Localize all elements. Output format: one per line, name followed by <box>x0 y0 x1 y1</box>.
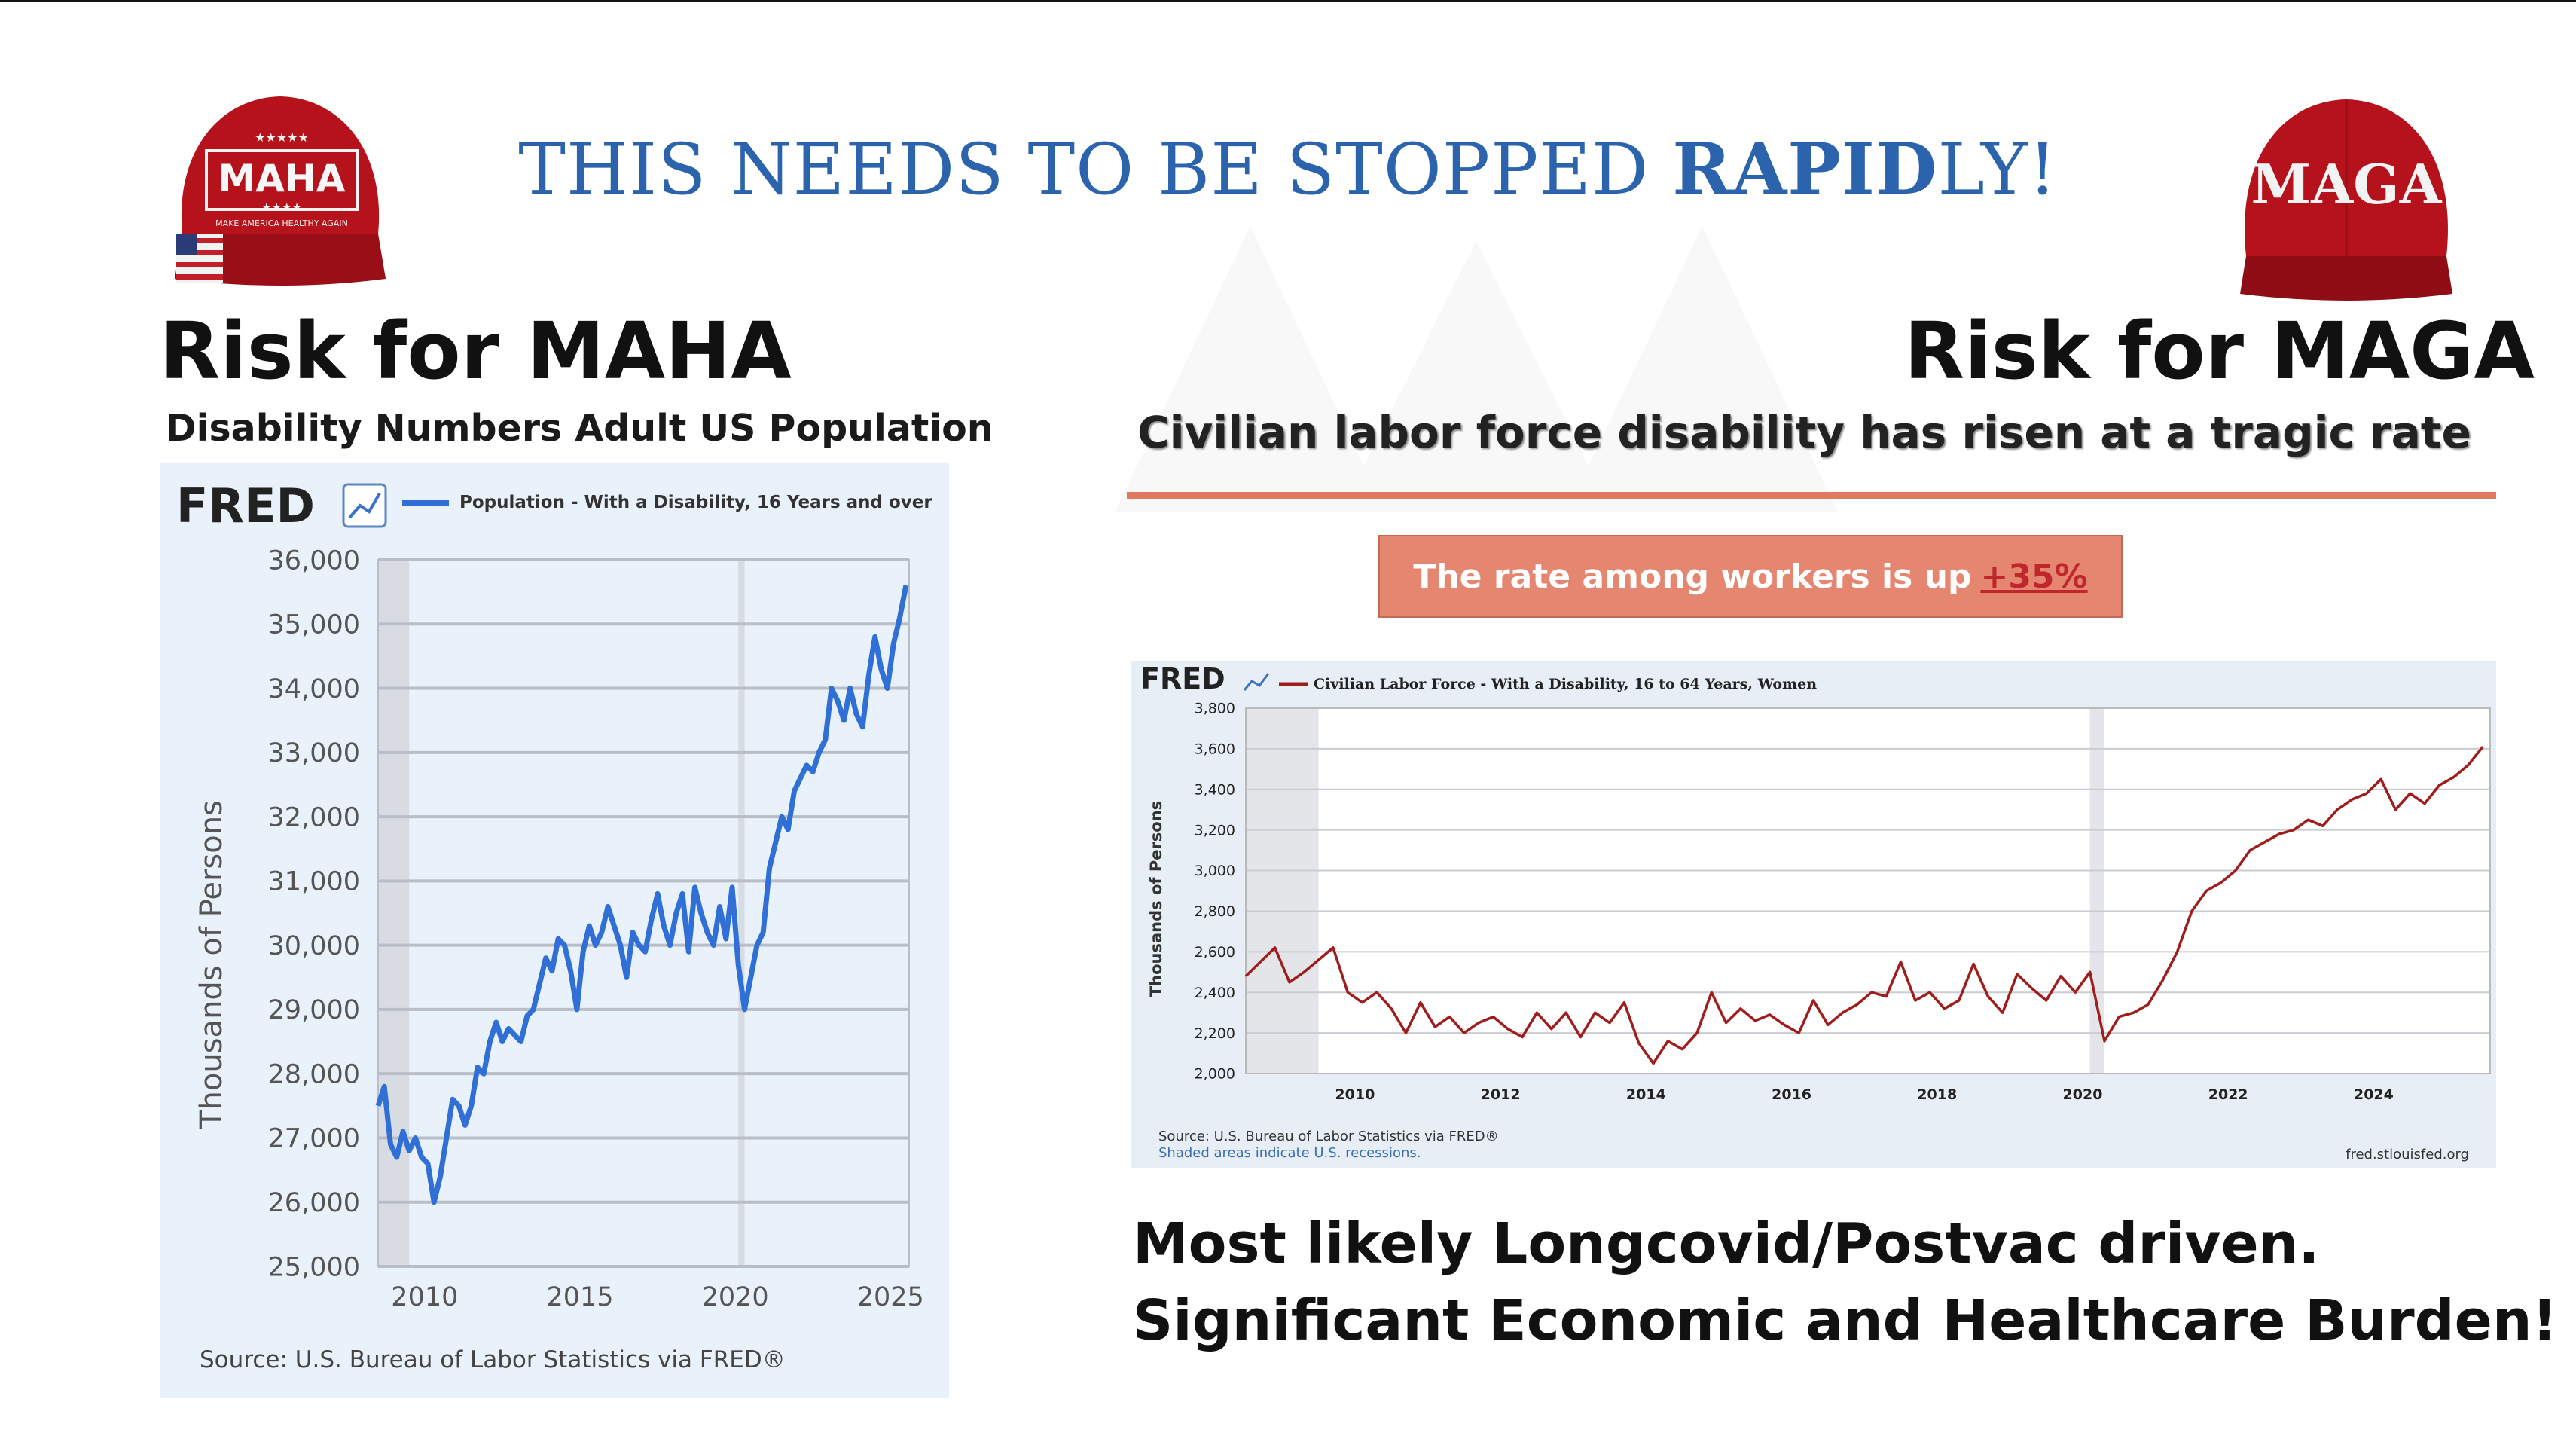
recession-note: Shaded areas indicate U.S. recessions. <box>1158 1145 1421 1161</box>
y-tick-label: 25,000 <box>268 1252 360 1282</box>
maha-subheading: Disability Numbers Adult US Population <box>166 407 993 450</box>
banner-suffix: LY! <box>1937 129 2058 211</box>
x-tick-label: 2018 <box>1917 1086 1957 1103</box>
recession-band <box>1246 708 1319 1074</box>
background-watermark <box>1115 196 2019 512</box>
y-tick-label: 3,600 <box>1195 741 1235 758</box>
risk-maha-heading: Risk for MAHA <box>160 305 792 397</box>
legend-label: Civilian Labor Force - With a Disability… <box>1314 676 1817 692</box>
banner-prefix: THIS NEEDS TO BE STOPPED <box>518 129 1673 211</box>
x-tick-label: 2020 <box>2063 1086 2103 1103</box>
y-tick-label: 31,000 <box>268 867 360 897</box>
legend-label: Population - With a Disability, 16 Years… <box>459 493 932 512</box>
recession-band <box>378 560 410 1266</box>
fred-logo-icon <box>1243 673 1270 691</box>
maga-cap-text: MAGA <box>2251 152 2443 216</box>
fred-logo-icon <box>342 483 387 528</box>
rate-callout-value: +35% <box>1980 557 2088 596</box>
risk-maga-heading: Risk for MAGA <box>1904 305 2535 397</box>
y-tick-label: 2,400 <box>1195 985 1235 1001</box>
data-series-line <box>375 585 909 1205</box>
top-border <box>0 0 2576 2</box>
fred-logo-text: FRED <box>176 478 315 533</box>
section-rule <box>1127 492 2496 499</box>
maha-cap-subtext: MAKE AMERICA HEALTHY AGAIN <box>215 218 348 228</box>
svg-text:★★★★★: ★★★★★ <box>255 130 309 145</box>
x-tick-label: 2014 <box>1626 1086 1666 1103</box>
source-note: Source: U.S. Bureau of Labor Statistics … <box>200 1346 786 1373</box>
plot-frame <box>1245 707 2491 1074</box>
fred-logo-text: FRED <box>1140 662 1225 695</box>
data-series-line <box>1244 746 2484 1065</box>
fred-site: fred.stlouisfed.org <box>2346 1147 2469 1162</box>
maha-cap-image: ★★★★★ MAHA ★★★★ MAKE AMERICA HEALTHY AGA… <box>175 96 386 286</box>
y-tick-label: 2,000 <box>1195 1066 1235 1083</box>
y-tick-label: 3,000 <box>1195 863 1235 879</box>
maha-cap-text: MAHA <box>218 157 346 200</box>
rate-callout: The rate among workers is up +35% <box>1378 535 2123 618</box>
y-tick-label: 30,000 <box>268 931 360 961</box>
y-tick-label: 28,000 <box>268 1059 360 1089</box>
y-tick-label: 29,000 <box>268 995 360 1025</box>
x-tick-label: 2016 <box>1772 1086 1811 1103</box>
svg-text:★★★★: ★★★★ <box>261 200 302 214</box>
y-tick-label: 34,000 <box>268 674 360 704</box>
y-tick-label: 2,200 <box>1195 1025 1235 1042</box>
y-axis-label: Thousands of Persons <box>1147 801 1165 997</box>
y-axis-label: Thousands of Persons <box>194 800 229 1129</box>
takeaway-text: Most likely Longcovid/Postvac driven. Si… <box>1133 1205 2557 1359</box>
banner-emphasis: RAPID <box>1672 128 1938 211</box>
banner-title: THIS NEEDS TO BE STOPPED RAPIDLY! <box>422 128 2154 211</box>
maga-cap-image: MAGA <box>2240 99 2452 301</box>
y-tick-label: 3,200 <box>1195 822 1235 839</box>
takeaway-line-2: Significant Economic and Healthcare Burd… <box>1133 1288 2558 1353</box>
plot-frame <box>377 559 910 1267</box>
chart-labor-force-disability: FRED Civilian Labor Force - With a Disab… <box>1131 661 2496 1168</box>
source-note: Source: U.S. Bureau of Labor Statistics … <box>1158 1129 1499 1144</box>
y-tick-label: 2,600 <box>1195 944 1235 961</box>
x-tick-label: 2022 <box>2208 1086 2248 1103</box>
chart-disability-population: FRED Population - With a Disability, 16 … <box>160 463 949 1398</box>
x-tick-label: 2024 <box>2354 1086 2394 1103</box>
recession-band <box>738 560 745 1266</box>
rate-callout-text: The rate among workers is up <box>1413 557 1972 596</box>
x-tick-label: 2010 <box>1335 1086 1375 1103</box>
x-tick-label: 2010 <box>391 1282 458 1312</box>
y-tick-label: 32,000 <box>268 802 360 832</box>
x-tick-label: 2015 <box>546 1282 613 1312</box>
y-tick-label: 35,000 <box>268 610 360 640</box>
y-tick-label: 26,000 <box>268 1188 360 1218</box>
y-tick-label: 3,800 <box>1195 701 1235 717</box>
recession-band <box>2089 708 2104 1074</box>
x-tick-label: 2012 <box>1481 1086 1521 1103</box>
maga-subheading: Civilian labor force disability has rise… <box>1137 407 2471 458</box>
y-tick-label: 3,400 <box>1195 781 1235 798</box>
y-tick-label: 27,000 <box>268 1124 360 1154</box>
takeaway-line-1: Most likely Longcovid/Postvac driven. <box>1133 1211 2320 1276</box>
y-tick-label: 33,000 <box>268 738 360 768</box>
y-tick-label: 2,800 <box>1195 903 1235 920</box>
x-tick-label: 2020 <box>702 1282 769 1312</box>
x-tick-label: 2025 <box>857 1282 924 1312</box>
y-tick-label: 36,000 <box>268 545 360 576</box>
